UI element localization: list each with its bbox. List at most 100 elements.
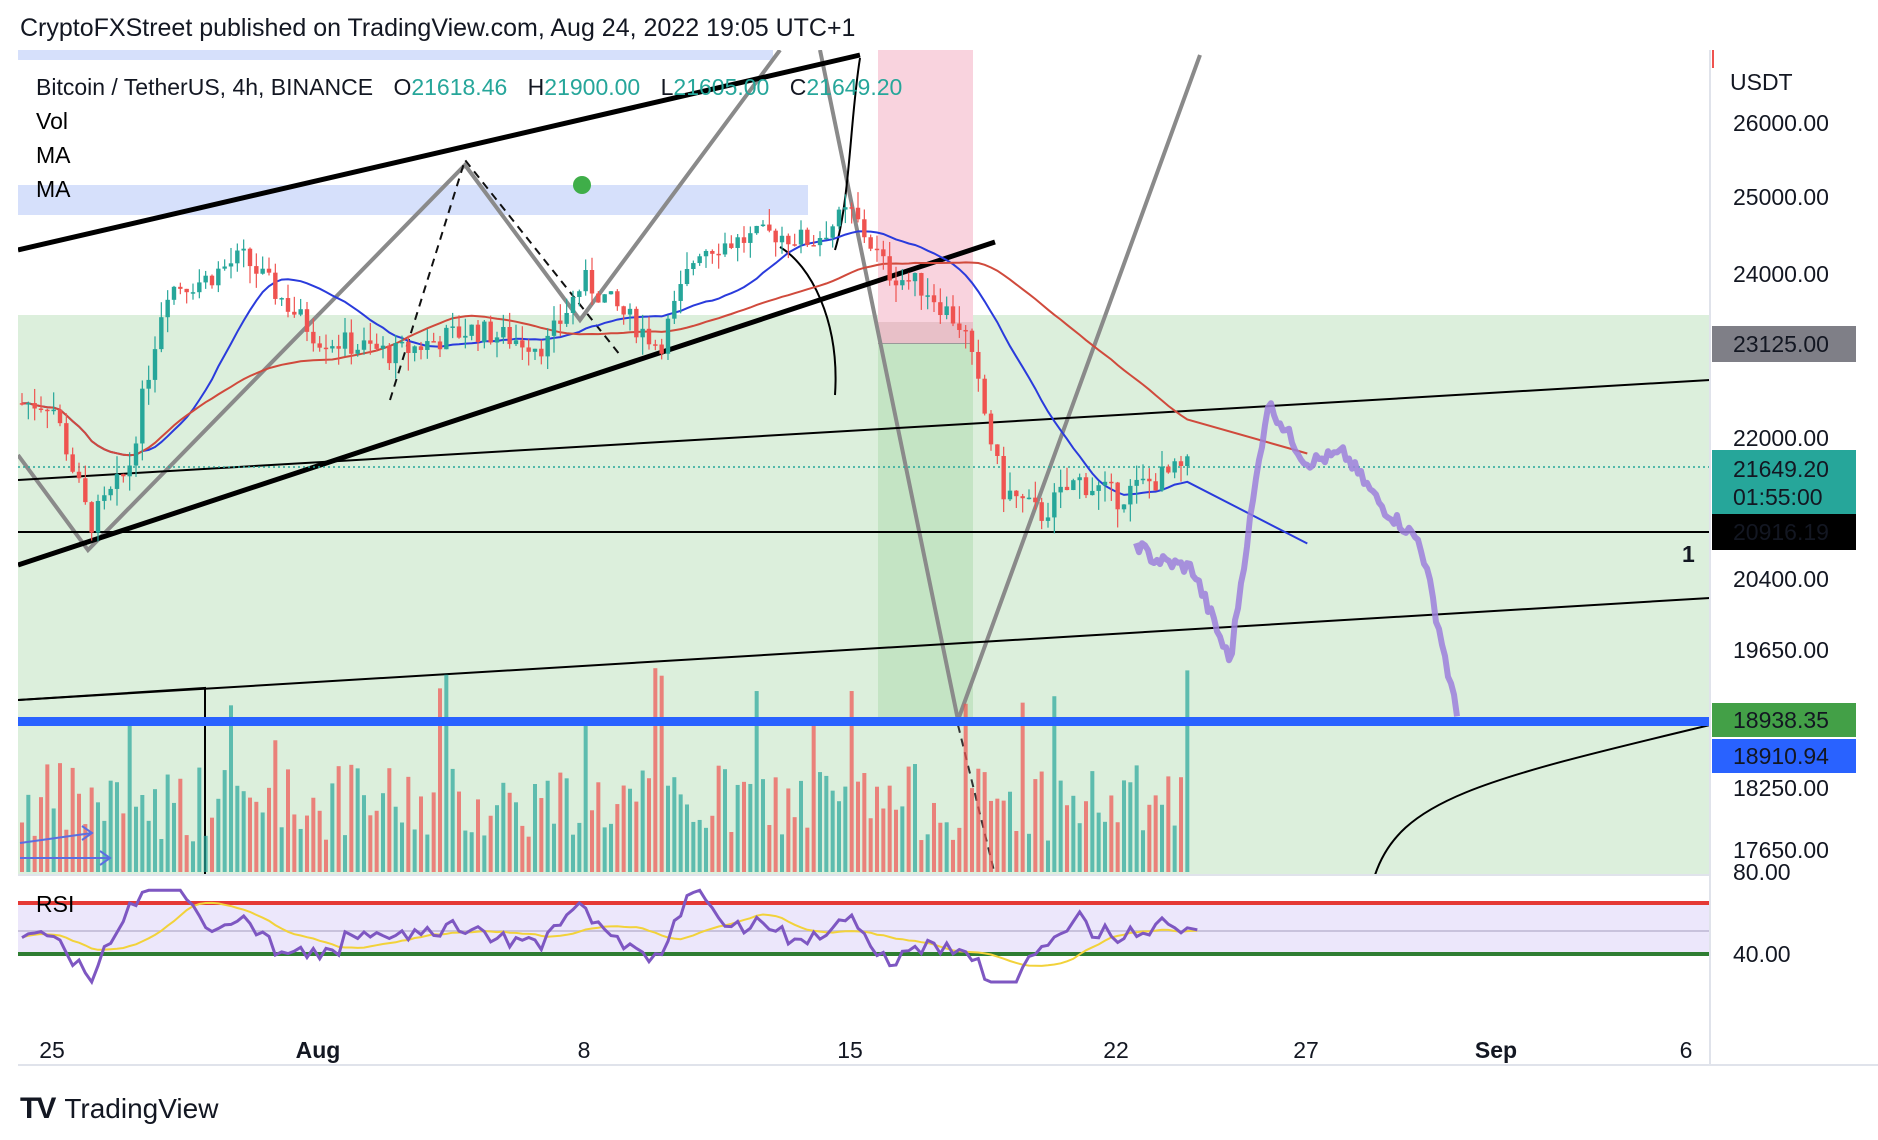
pink-zone: [878, 50, 973, 343]
volume-bar: [596, 782, 601, 872]
volume-bar: [862, 773, 867, 872]
volume-bar: [32, 835, 37, 872]
candle-body: [222, 266, 227, 269]
volume-bar: [697, 819, 702, 872]
candle-body: [197, 282, 202, 293]
badge-20916: [1712, 514, 1856, 550]
legend-rsi[interactable]: RSI: [36, 891, 74, 917]
candle-body: [254, 266, 259, 274]
volume-bar: [571, 834, 575, 872]
volume-bar: [944, 822, 949, 872]
green-dot: [573, 176, 591, 194]
candle-body: [887, 256, 892, 281]
volume-bar: [754, 691, 759, 872]
volume-bar: [875, 786, 879, 872]
legend-ma-2[interactable]: MA: [36, 176, 71, 202]
candle-body: [722, 243, 728, 255]
candle-body: [387, 345, 392, 364]
candle-body: [944, 306, 949, 316]
volume-bar: [279, 827, 284, 872]
price-tick: 19650.00: [1733, 637, 1829, 663]
volume-bar: [767, 825, 772, 872]
volume-bar: [1052, 696, 1057, 872]
volume-bar: [260, 812, 265, 872]
candle-body: [26, 403, 31, 405]
volume-bar: [431, 792, 436, 872]
volume-bar: [273, 740, 278, 872]
volume-bar: [932, 802, 936, 872]
candle-body: [792, 244, 797, 246]
volume-bar: [121, 813, 126, 872]
candle-body: [1014, 490, 1019, 497]
zigzag-gray: [18, 50, 782, 554]
badge-last-price-text: 21649.20: [1733, 456, 1829, 482]
candle-body: [133, 443, 139, 466]
volume-bar: [1134, 765, 1139, 872]
volume-bar: [197, 767, 202, 872]
candle-body: [868, 237, 873, 249]
badge-18938: [1712, 703, 1856, 737]
volume-bar: [450, 768, 455, 872]
volume-bar: [317, 810, 322, 872]
volume-bar: [1172, 825, 1177, 872]
candle-body: [754, 225, 759, 234]
volume-bar: [159, 839, 164, 872]
volume-bar: [1128, 782, 1133, 872]
candle-body: [292, 311, 297, 315]
candle-body: [836, 209, 842, 227]
candle-body: [140, 388, 145, 444]
candle-body: [494, 337, 500, 343]
candle-body: [817, 238, 823, 246]
volume-bar: [286, 769, 290, 872]
footer-brand[interactable]: TradingView: [64, 1093, 219, 1124]
rsi-tick: 40.00: [1733, 941, 1791, 967]
candle-body: [1045, 517, 1051, 521]
candle-body: [51, 409, 56, 412]
volume-bar: [723, 769, 727, 872]
candle-body: [678, 284, 683, 301]
candle-body: [703, 250, 709, 257]
volume-bar: [39, 797, 43, 872]
legend-ma-1[interactable]: MA: [36, 142, 71, 168]
candle-body: [824, 237, 829, 240]
volume-bar: [495, 805, 499, 872]
pink-dark-strip: [878, 322, 973, 344]
volume-bar: [1046, 840, 1050, 872]
volume-bar: [1084, 801, 1088, 872]
candle-body: [349, 332, 354, 354]
volume-bar: [520, 825, 525, 872]
volume-bar: [1058, 780, 1063, 872]
candle-body: [475, 324, 481, 343]
volume-bar: [811, 723, 816, 872]
volume-bar: [127, 720, 132, 872]
close-value: 21649.20: [806, 74, 902, 100]
volume-bar: [995, 798, 1000, 872]
candle-body: [596, 293, 601, 303]
volume-bar: [792, 817, 797, 872]
badge-last-price: [1712, 450, 1856, 518]
candle-body: [969, 330, 975, 352]
candle-body: [1007, 490, 1013, 500]
volume-bar: [900, 806, 905, 872]
volume-bar: [298, 828, 303, 872]
volume-bar: [526, 836, 531, 872]
volume-bar: [577, 822, 582, 872]
candle-body: [659, 344, 664, 354]
candle-body: [627, 308, 633, 315]
candle-body: [127, 465, 132, 477]
candle-body: [925, 295, 930, 297]
volume-bar: [374, 810, 379, 872]
candle-body: [178, 286, 183, 289]
candle-body: [482, 321, 487, 343]
candle-body: [570, 296, 576, 313]
support-line: [18, 717, 1710, 726]
trend-line-2: [18, 597, 1711, 701]
legend-vol[interactable]: Vol: [36, 108, 68, 134]
footer: TV TradingView: [20, 1092, 218, 1126]
price-tick: 20400.00: [1733, 566, 1829, 592]
candle-body: [45, 409, 50, 412]
volume-bar: [735, 784, 740, 872]
volume-bar: [849, 691, 854, 872]
candle-body: [247, 248, 253, 267]
